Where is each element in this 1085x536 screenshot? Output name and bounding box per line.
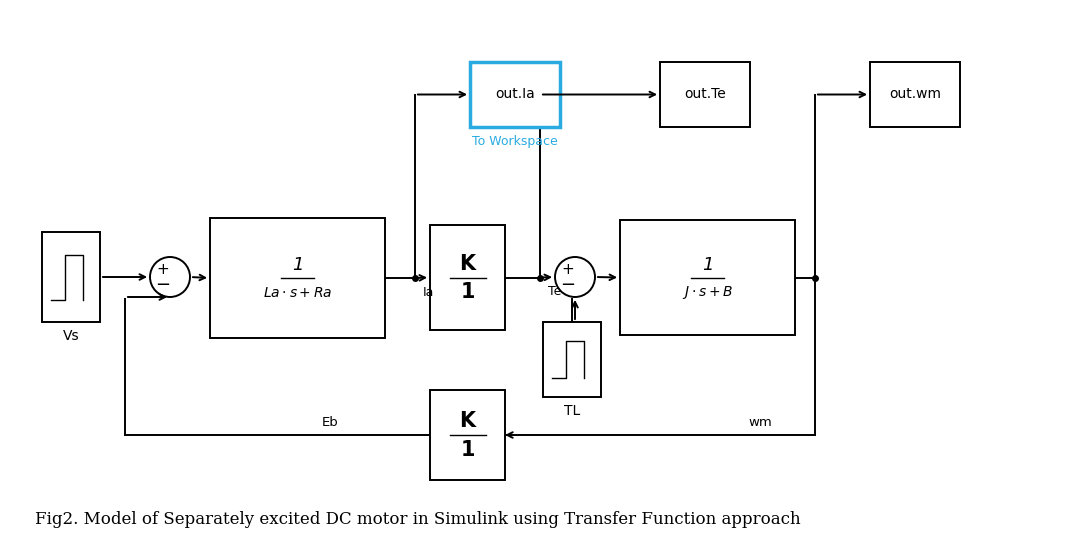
Text: Ia: Ia <box>423 286 434 299</box>
Text: Vs: Vs <box>63 329 79 343</box>
Bar <box>660 62 750 127</box>
Bar <box>542 322 601 397</box>
Bar <box>210 218 385 338</box>
Circle shape <box>150 257 190 297</box>
Text: Eb: Eb <box>321 416 339 429</box>
Circle shape <box>556 257 595 297</box>
Text: K: K <box>459 411 475 431</box>
Text: To Workspace: To Workspace <box>472 135 558 147</box>
Text: out.Te: out.Te <box>685 87 726 101</box>
Bar <box>470 62 560 127</box>
Text: out.Ia: out.Ia <box>495 87 535 101</box>
Text: K: K <box>459 254 475 273</box>
Text: Te: Te <box>548 285 561 298</box>
Text: 1: 1 <box>460 440 475 460</box>
Bar <box>430 390 505 480</box>
Bar <box>430 225 505 330</box>
Text: $J \cdot s + B$: $J \cdot s + B$ <box>682 284 733 301</box>
Text: wm: wm <box>749 416 771 429</box>
Text: +: + <box>562 263 574 278</box>
Text: −: − <box>155 276 170 294</box>
Bar <box>42 232 100 322</box>
Bar <box>870 62 960 127</box>
Text: +: + <box>156 263 169 278</box>
Text: 1: 1 <box>460 282 475 302</box>
Bar <box>620 220 795 335</box>
Text: 1: 1 <box>292 256 303 274</box>
Text: Fig2. Model of Separately excited DC motor in Simulink using Transfer Function a: Fig2. Model of Separately excited DC mot… <box>35 511 801 528</box>
Text: TL: TL <box>564 404 580 418</box>
Text: −: − <box>561 276 575 294</box>
Text: 1: 1 <box>702 256 713 273</box>
Text: $La \cdot s + Ra$: $La \cdot s + Ra$ <box>263 286 332 300</box>
Text: out.wm: out.wm <box>889 87 941 101</box>
